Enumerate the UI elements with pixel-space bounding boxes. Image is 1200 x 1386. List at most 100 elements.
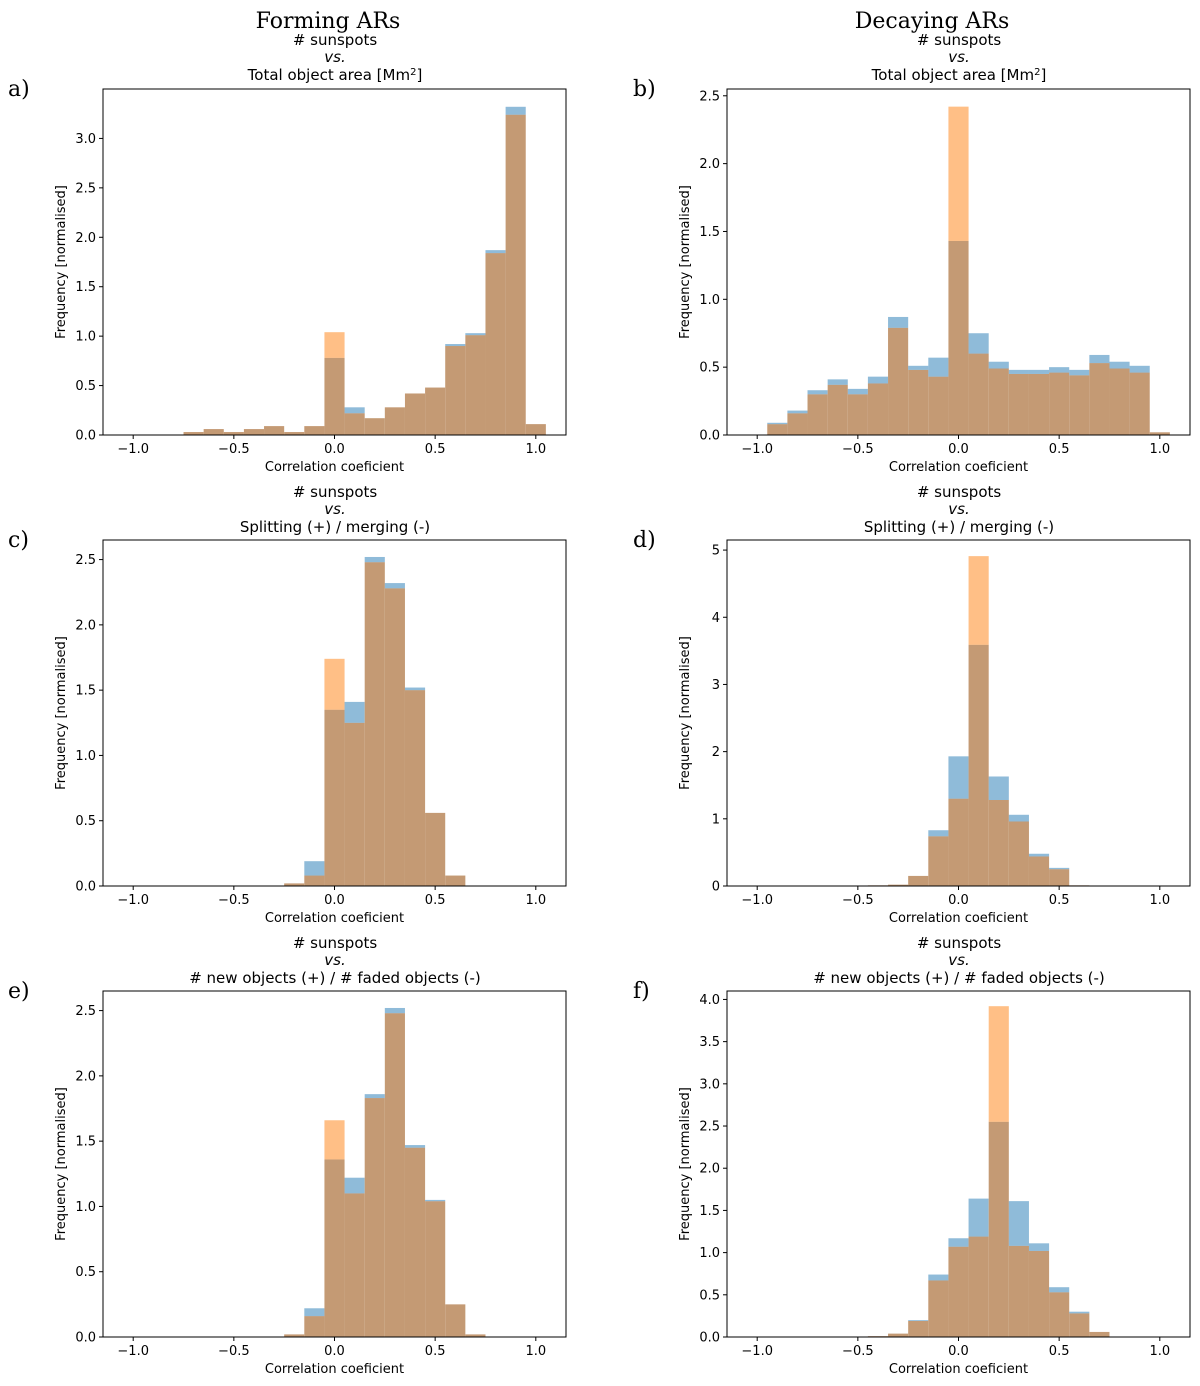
y-tick-label: 0.0: [75, 880, 96, 895]
bar-blue: [968, 1198, 989, 1237]
chart-title-line3: Total object area [Mm2]: [871, 66, 1047, 84]
bar-overlap: [1028, 1250, 1050, 1337]
chart-title-line1: # sunspots: [293, 31, 378, 49]
bar-blue: [364, 1094, 385, 1099]
column-header-forming: Forming ARs: [256, 9, 401, 34]
x-axis-label: Correlation coeficient: [265, 1362, 404, 1377]
bar-blue: [1049, 867, 1070, 870]
bar-overlap: [203, 429, 224, 435]
x-tick-label: 0.0: [948, 1344, 969, 1359]
bar-overlap: [948, 798, 969, 886]
bar-blue: [908, 1320, 929, 1321]
y-axis-label: Frequency [normalised]: [54, 1087, 69, 1241]
bar-overlap: [304, 1316, 325, 1337]
y-tick-label: 2.0: [75, 1069, 96, 1084]
y-tick-label: 1.0: [699, 1246, 720, 1261]
chart-title-vs: vs.: [948, 48, 969, 66]
x-tick-label: 1.0: [1149, 442, 1170, 457]
y-tick-label: 2.0: [699, 1162, 720, 1177]
x-tick-label: −0.5: [842, 1344, 874, 1359]
bar-blue: [404, 687, 426, 691]
x-axis-label: Correlation coeficient: [265, 460, 404, 475]
bar-overlap: [344, 1193, 365, 1337]
bar-overlap: [344, 722, 365, 886]
bar-overlap: [1089, 1331, 1110, 1337]
bar-overlap: [425, 812, 446, 886]
bar-blue: [1069, 1311, 1090, 1314]
bar-overlap: [1129, 372, 1150, 435]
bar-overlap: [324, 709, 345, 886]
bar-overlap: [807, 394, 828, 435]
x-tick-label: −1.0: [741, 1344, 773, 1359]
bar-overlap: [908, 369, 929, 435]
bar-overlap: [1049, 372, 1070, 435]
y-axis-label: Frequency [normalised]: [678, 636, 693, 790]
panel-letter: c): [8, 528, 29, 553]
y-tick-label: 0.0: [699, 1331, 720, 1346]
bar-blue: [847, 388, 868, 395]
y-tick-label: 3.5: [699, 1035, 720, 1050]
y-axis-label: Frequency [normalised]: [678, 185, 693, 339]
bar-overlap: [928, 1280, 949, 1337]
chart-title-vs: vs.: [324, 48, 345, 66]
y-tick-label: 1.0: [75, 749, 96, 764]
bar-orange: [988, 1006, 1009, 1122]
bar-overlap: [827, 384, 848, 435]
chart-title-line3: Splitting (+) / merging (-): [864, 518, 1054, 536]
bar-overlap: [525, 424, 546, 435]
chart-title-vs: vs.: [948, 500, 969, 518]
chart-title-vs: vs.: [324, 500, 345, 518]
x-tick-label: 0.0: [948, 893, 969, 908]
x-tick-label: −1.0: [741, 442, 773, 457]
bar-orange: [324, 658, 345, 710]
bar-blue: [1069, 369, 1090, 376]
bar-overlap: [384, 588, 405, 886]
x-axis-label: Correlation coeficient: [889, 460, 1028, 475]
bar-overlap: [908, 1320, 929, 1337]
bar-overlap: [1008, 821, 1029, 886]
bar-blue: [344, 701, 365, 723]
x-tick-label: −0.5: [218, 442, 250, 457]
bar-blue: [384, 1007, 405, 1014]
bar-overlap: [1008, 373, 1029, 435]
bar-blue: [1008, 1201, 1029, 1246]
bar-blue: [304, 861, 325, 876]
bar-orange: [324, 1120, 345, 1160]
y-tick-label: 2.5: [75, 181, 96, 196]
x-tick-label: −1.0: [117, 893, 149, 908]
y-tick-label: 2: [712, 745, 720, 760]
bar-blue: [767, 422, 788, 425]
x-tick-label: 0.5: [1049, 1344, 1070, 1359]
x-tick-label: −1.0: [117, 442, 149, 457]
x-tick-label: 0.5: [1049, 893, 1070, 908]
bar-overlap: [445, 875, 466, 886]
bar-overlap: [384, 1013, 405, 1337]
bar-overlap: [344, 413, 365, 435]
y-tick-label: 0.0: [699, 429, 720, 444]
y-tick-label: 1.0: [75, 1200, 96, 1215]
bar-overlap: [968, 1236, 989, 1337]
bar-blue: [1049, 1287, 1070, 1293]
bar-overlap: [1149, 432, 1170, 435]
bar-overlap: [364, 1098, 385, 1337]
bar-overlap: [948, 1246, 969, 1337]
y-tick-label: 2.5: [699, 89, 720, 104]
bar-overlap: [767, 424, 788, 435]
y-tick-label: 0.0: [75, 1331, 96, 1346]
x-tick-label: 0.5: [425, 893, 446, 908]
y-tick-label: 1.5: [75, 684, 96, 699]
bar-blue: [485, 250, 506, 254]
bar-blue: [1089, 354, 1110, 364]
y-axis-label: Frequency [normalised]: [54, 185, 69, 339]
x-tick-label: −0.5: [218, 893, 250, 908]
bar-blue: [968, 333, 989, 354]
y-tick-label: 1.0: [75, 330, 96, 345]
y-tick-label: 1.5: [75, 280, 96, 295]
bar-orange: [324, 332, 345, 358]
bar-overlap: [928, 836, 949, 886]
x-tick-label: −0.5: [218, 1344, 250, 1359]
bar-blue: [364, 556, 385, 563]
